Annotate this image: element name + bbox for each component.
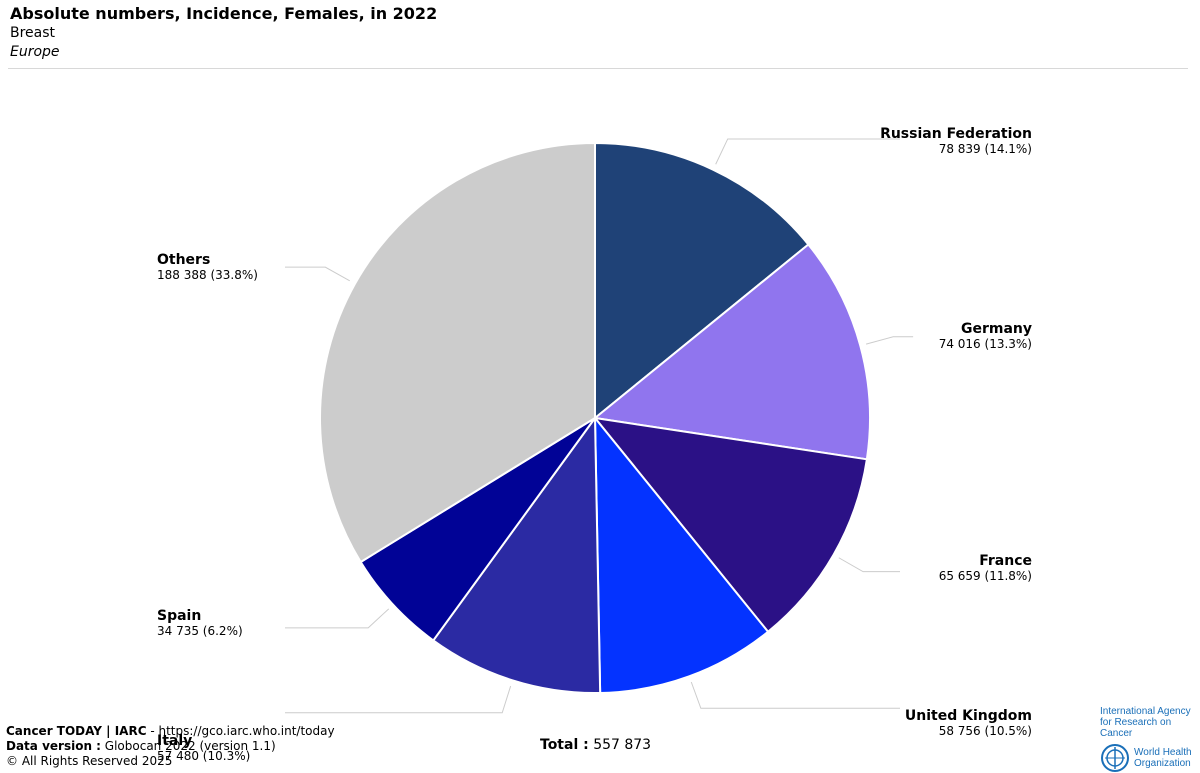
who-emblem-icon — [1101, 744, 1129, 772]
pie-slice-france — [594, 417, 868, 633]
pie-slice-germany — [594, 243, 871, 461]
slice-value-united-kingdom: 58 756 (10.5%) — [939, 724, 1032, 738]
iarc-logo: International Agency for Research on Can… — [1100, 706, 1198, 739]
slice-value-italy: 57 480 (10.3%) — [157, 749, 250, 763]
leader-line-united-kingdom — [690, 681, 900, 709]
leader-line-france — [838, 557, 900, 573]
slice-label-united-kingdom: United Kingdom — [905, 708, 1032, 724]
logos: International Agency for Research on Can… — [1100, 706, 1198, 773]
slice-value-russian-federation: 78 839 (14.1%) — [939, 142, 1032, 156]
footer-version-label: Data version : — [6, 739, 101, 753]
slice-label-france: France — [979, 553, 1032, 569]
pie-slice-others — [319, 142, 596, 563]
footer-copyright: © All Rights Reserved 2025 — [6, 754, 173, 768]
who-logo: World Health Organization — [1100, 743, 1198, 773]
chart-subtitle: Breast — [10, 25, 56, 41]
iarc-logo-line1: International Agency — [1100, 706, 1191, 717]
leader-line-others — [285, 266, 350, 282]
chart-region: Europe — [10, 44, 60, 60]
slice-value-germany: 74 016 (13.3%) — [939, 337, 1032, 351]
pie-slice-united-kingdom — [594, 417, 770, 694]
slice-label-spain: Spain — [157, 608, 201, 624]
footer-version: Globocan 2022 (version 1.1) — [100, 739, 276, 753]
leader-line-spain — [285, 608, 390, 629]
iarc-logo-line2: for Research on Cancer — [1100, 717, 1172, 739]
footer-credits: Cancer TODAY | IARC - https://gco.iarc.w… — [6, 724, 335, 769]
who-logo-line1: World Health — [1134, 747, 1192, 758]
total-label: Total : — [540, 737, 589, 753]
pie-slice-italy — [432, 417, 602, 694]
who-logo-line2: Organization — [1134, 758, 1191, 769]
total-value: 557 873 — [593, 737, 652, 753]
slice-value-others: 188 388 (33.8%) — [157, 268, 258, 282]
chart-total: Total : 557 873 — [540, 737, 651, 753]
chart-header: Absolute numbers, Incidence, Females, in… — [10, 4, 437, 62]
header-divider — [8, 68, 1188, 69]
slice-value-spain: 34 735 (6.2%) — [157, 624, 243, 638]
leader-line-russian-federation — [715, 138, 900, 165]
footer-url: - https://gco.iarc.who.int/today — [146, 724, 335, 738]
pie-slice-russian-federation — [594, 142, 810, 419]
leader-line-italy — [285, 685, 512, 714]
leader-line-germany — [865, 336, 914, 345]
slice-value-france: 65 659 (11.8%) — [939, 569, 1032, 583]
footer-source: Cancer TODAY | IARC — [6, 724, 147, 738]
slice-label-italy: Italy — [157, 733, 192, 749]
slice-label-germany: Germany — [961, 321, 1032, 337]
slice-label-russian-federation: Russian Federation — [880, 126, 1032, 142]
chart-title: Absolute numbers, Incidence, Females, in… — [10, 4, 438, 23]
slice-label-others: Others — [157, 252, 210, 268]
